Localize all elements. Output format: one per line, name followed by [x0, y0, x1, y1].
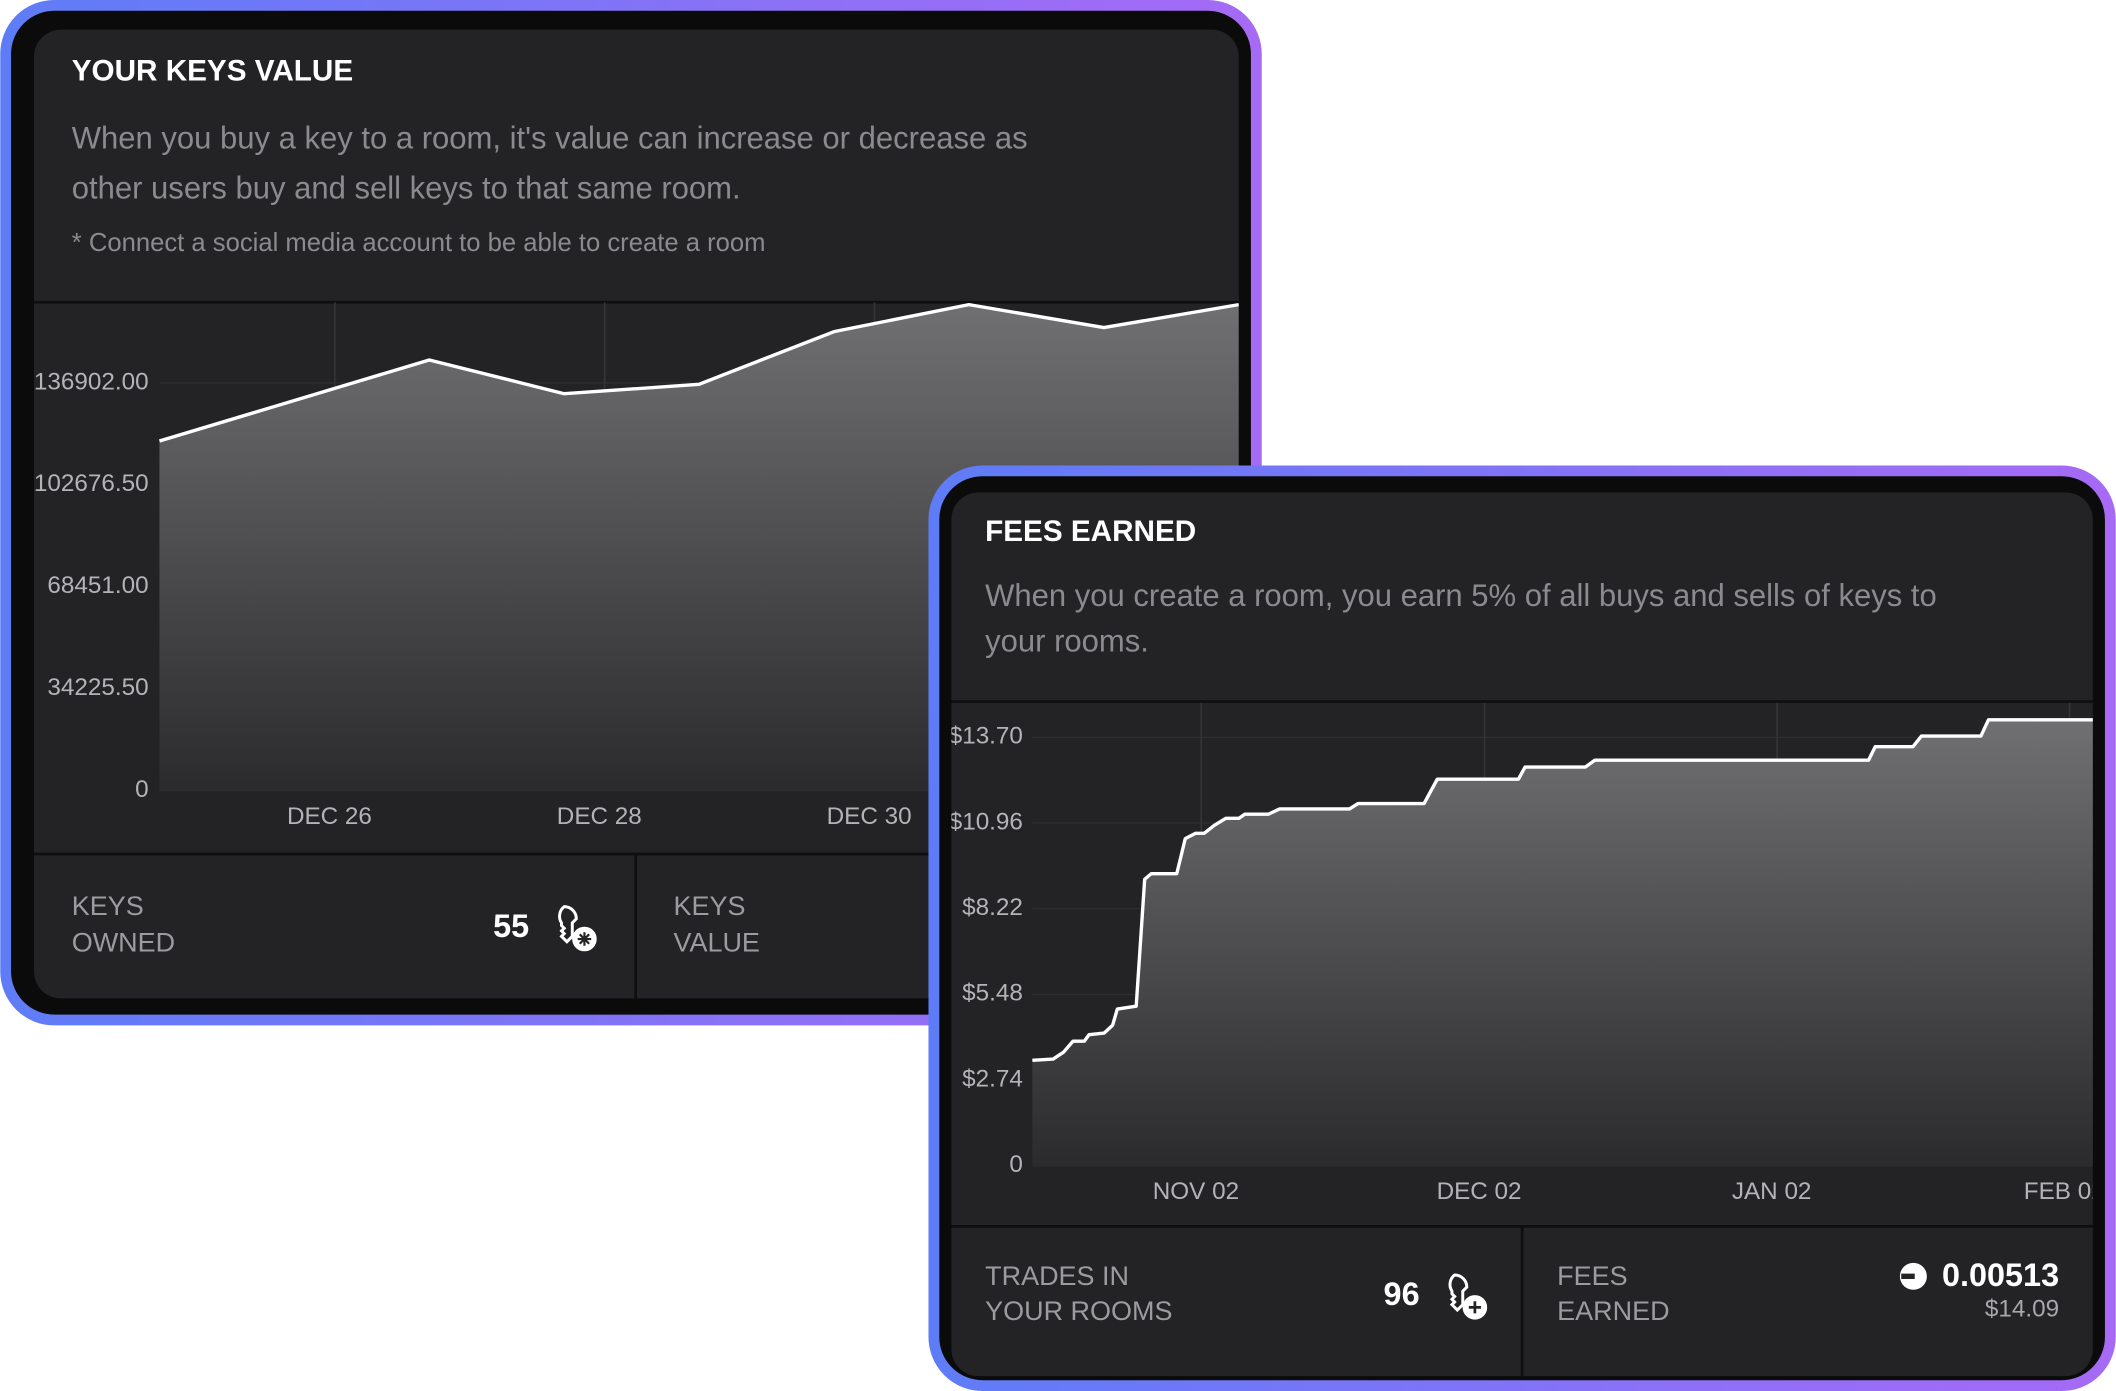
stat-label: YOUR ROOMS [985, 1296, 1172, 1326]
key-icon [1448, 1273, 1488, 1320]
stat-label: TRADES IN [985, 1261, 1129, 1291]
y-tick-label: $8.22 [962, 894, 1023, 921]
y-tick-label: 0 [135, 776, 149, 803]
card-description: When you create a room, you earn 5% of a… [985, 578, 1937, 613]
card-description: other users buy and sell keys to that sa… [72, 170, 741, 205]
y-tick-label: 0 [1009, 1151, 1023, 1178]
plot: $13.70 $10.96 $8.22 $5.48 $2.74 0 NOV 02 DEC 02… [949, 702, 2105, 1205]
x-tick-label: DEC 26 [287, 803, 372, 830]
card-title: YOUR KEYS VALUE [72, 55, 353, 88]
stat-label: KEYS [72, 891, 144, 921]
card-title: FEES EARNED [985, 515, 1196, 548]
stat-label: KEYS [673, 891, 745, 921]
y-tick-label: 136902.00 [34, 368, 149, 395]
stat-value: 55 [493, 908, 529, 944]
x-tick-label: DEC 30 [827, 803, 912, 830]
stat-label: VALUE [673, 928, 759, 958]
stat-value: 0.00513 [1942, 1257, 2059, 1293]
x-tick-label: DEC 02 [1437, 1178, 1522, 1205]
y-tick-label: 34225.50 [47, 674, 148, 701]
y-tick-label: $5.48 [962, 980, 1023, 1007]
y-tick-label: 68451.00 [47, 572, 148, 599]
line [158, 302, 1239, 443]
y-tick-label: $2.74 [962, 1065, 1023, 1092]
x-tick-label: JAN 02 [1732, 1178, 1812, 1205]
card-fees-earned: FEES EARNED When you create a room, you … [928, 465, 2116, 1391]
line [1032, 718, 2093, 1062]
stat-value: 96 [1384, 1276, 1420, 1312]
stat-label: EARNED [1557, 1296, 1669, 1326]
x-tick-label: DEC 28 [557, 803, 642, 830]
x-tick-label: FEB 02 [2024, 1178, 2105, 1205]
coin-icon [1899, 1262, 1927, 1290]
y-tick-label: $13.70 [949, 723, 1023, 750]
key-icon [558, 905, 597, 952]
area [1032, 719, 2093, 1166]
card-description: your rooms. [985, 624, 1149, 659]
card-note: * Connect a social media account to be a… [72, 229, 766, 257]
stat-label: FEES [1557, 1261, 1627, 1291]
stat-label: OWNED [72, 928, 175, 958]
x-tick-label: NOV 02 [1153, 1178, 1239, 1205]
card-description: When you buy a key to a room, it's value… [72, 121, 1028, 156]
stat-subvalue: $14.09 [1985, 1295, 2059, 1322]
y-tick-label: 102676.50 [34, 470, 149, 497]
y-tick-label: $10.96 [949, 808, 1023, 835]
